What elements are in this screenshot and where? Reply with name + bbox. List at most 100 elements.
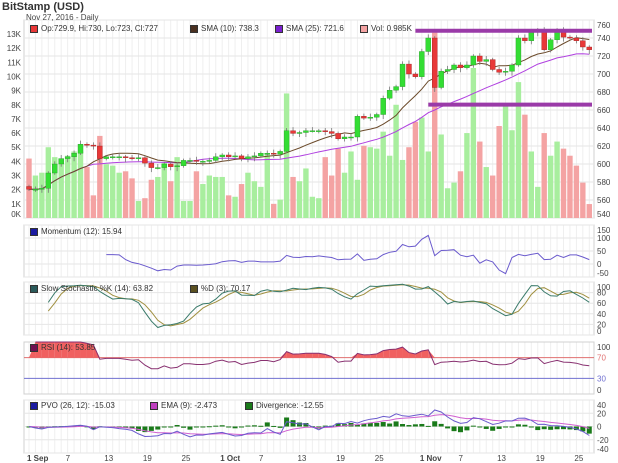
volume-bar bbox=[283, 93, 290, 218]
volume-bar bbox=[238, 184, 245, 218]
pvo-divergence-bar bbox=[335, 423, 341, 427]
momentum-line bbox=[106, 234, 590, 275]
volume-bar bbox=[77, 151, 84, 218]
pvo-divergence-bar bbox=[477, 426, 483, 428]
volume-bar bbox=[187, 201, 193, 218]
volume-bar bbox=[483, 167, 489, 218]
pvo-divergence-bar bbox=[290, 420, 296, 427]
candle bbox=[251, 155, 258, 158]
pvo-divergence-bar bbox=[412, 424, 418, 427]
rsi-overbought-fill bbox=[396, 347, 403, 358]
candle bbox=[161, 163, 167, 168]
pvo-divergence-bar bbox=[535, 426, 541, 431]
price-axis-tick-label: 600 bbox=[597, 160, 611, 169]
momentum-swatch bbox=[30, 227, 38, 236]
volume-bar bbox=[444, 188, 451, 218]
pvo-divergence-bar bbox=[135, 426, 141, 431]
candle bbox=[97, 145, 103, 159]
price-axis-tick-label: 740 bbox=[597, 34, 611, 43]
candle bbox=[84, 143, 90, 146]
rsi-overbought-fill bbox=[383, 349, 390, 358]
candle bbox=[290, 130, 296, 134]
pvo-swatch bbox=[30, 401, 38, 410]
x-axis-tick-label: 13 bbox=[104, 454, 113, 463]
price-axis-tick-label: 540 bbox=[597, 210, 611, 219]
candle bbox=[502, 71, 509, 73]
volume-bar bbox=[303, 168, 309, 218]
pvo-divergence-bar bbox=[438, 423, 444, 427]
pvo-divergence-bar bbox=[174, 424, 180, 427]
x-axis-tick-label: 7 bbox=[259, 454, 264, 463]
volume-axis-tick-label: 3K bbox=[11, 172, 21, 181]
volume-axis-tick-label: 13K bbox=[7, 30, 22, 39]
volume-bar bbox=[97, 135, 103, 218]
x-axis-tick-label: 13 bbox=[297, 454, 306, 463]
candle bbox=[341, 136, 348, 139]
momentum-axis-tick-label: -50 bbox=[597, 269, 609, 278]
volume-bar bbox=[412, 121, 419, 218]
legend-pvo-ema-label: EMA (9): -2.473 bbox=[161, 401, 218, 410]
candle bbox=[580, 40, 586, 48]
pvo-divergence-bar bbox=[148, 426, 154, 431]
pvo-divergence-bar bbox=[586, 426, 592, 434]
volume-bar bbox=[296, 181, 303, 218]
sma10-swatch bbox=[190, 24, 198, 33]
rsi-overbought-fill bbox=[421, 349, 429, 358]
rsi-line bbox=[35, 341, 590, 370]
candle bbox=[354, 116, 361, 138]
legend-pvo-divergence: Divergence: -12.55 bbox=[245, 401, 324, 410]
rsi-overbought-fill bbox=[299, 353, 306, 358]
legend-sma25: SMA (25): 721.6 bbox=[275, 24, 344, 33]
candle bbox=[477, 55, 483, 62]
volume-bar bbox=[167, 181, 174, 218]
candle bbox=[142, 157, 148, 164]
x-axis-tick-label: 1 Sep bbox=[27, 454, 48, 463]
panel-frame bbox=[23, 19, 595, 219]
pvo-divergence-bar bbox=[548, 426, 554, 430]
candle bbox=[296, 132, 303, 134]
pvo-divergence-bar bbox=[78, 425, 84, 427]
legend-stoch-k-label: Slow Stochastic %K (14): 63.82 bbox=[41, 284, 154, 293]
candle bbox=[386, 89, 393, 99]
volume-bar bbox=[470, 67, 477, 218]
stoch-d-swatch bbox=[190, 284, 198, 293]
candle bbox=[45, 172, 52, 189]
candle bbox=[122, 156, 129, 159]
pvo-divergence-bar bbox=[561, 426, 567, 430]
volume-bar bbox=[71, 151, 77, 218]
pvo-divergence-bar bbox=[522, 424, 528, 427]
x-axis-tick-label: 7 bbox=[66, 454, 71, 463]
price-axis-tick-label: 640 bbox=[597, 124, 611, 133]
volume-bar bbox=[457, 171, 464, 218]
rsi-overbought-fill bbox=[363, 354, 371, 358]
candle bbox=[406, 63, 412, 75]
volume-bar bbox=[64, 155, 71, 218]
candle bbox=[32, 188, 39, 191]
candle bbox=[264, 152, 270, 155]
candle bbox=[528, 31, 535, 41]
legend-stoch-d: %D (3): 70.17 bbox=[190, 284, 250, 293]
pvo-divergence-bar bbox=[271, 425, 277, 427]
candle bbox=[367, 116, 374, 119]
x-axis-tick-label: 19 bbox=[143, 454, 152, 463]
price-axis-tick-label: 660 bbox=[597, 106, 611, 115]
pvo-divergence-bar bbox=[264, 422, 270, 427]
candle bbox=[271, 152, 277, 155]
candle bbox=[110, 156, 116, 159]
x-axis-tick-label: 25 bbox=[182, 454, 191, 463]
candle bbox=[328, 131, 335, 134]
chart-title: BitStamp (USD) bbox=[2, 1, 84, 13]
stoch-k-swatch bbox=[30, 284, 38, 293]
rsi-overbought-fill bbox=[67, 342, 75, 358]
candle bbox=[316, 130, 322, 132]
volume-bar bbox=[432, 32, 438, 219]
volume-bar bbox=[522, 114, 528, 218]
volume-axis-tick-label: 11K bbox=[7, 58, 21, 67]
legend-volume-label: Vol: 0.985K bbox=[371, 24, 412, 33]
volume-bar bbox=[489, 175, 496, 218]
volume-bar bbox=[328, 175, 335, 218]
rsi-overbought-fill bbox=[293, 353, 300, 358]
rsi-overbought-fill bbox=[305, 353, 313, 358]
candle bbox=[399, 63, 406, 87]
rsi-overbought-fill bbox=[376, 350, 384, 358]
